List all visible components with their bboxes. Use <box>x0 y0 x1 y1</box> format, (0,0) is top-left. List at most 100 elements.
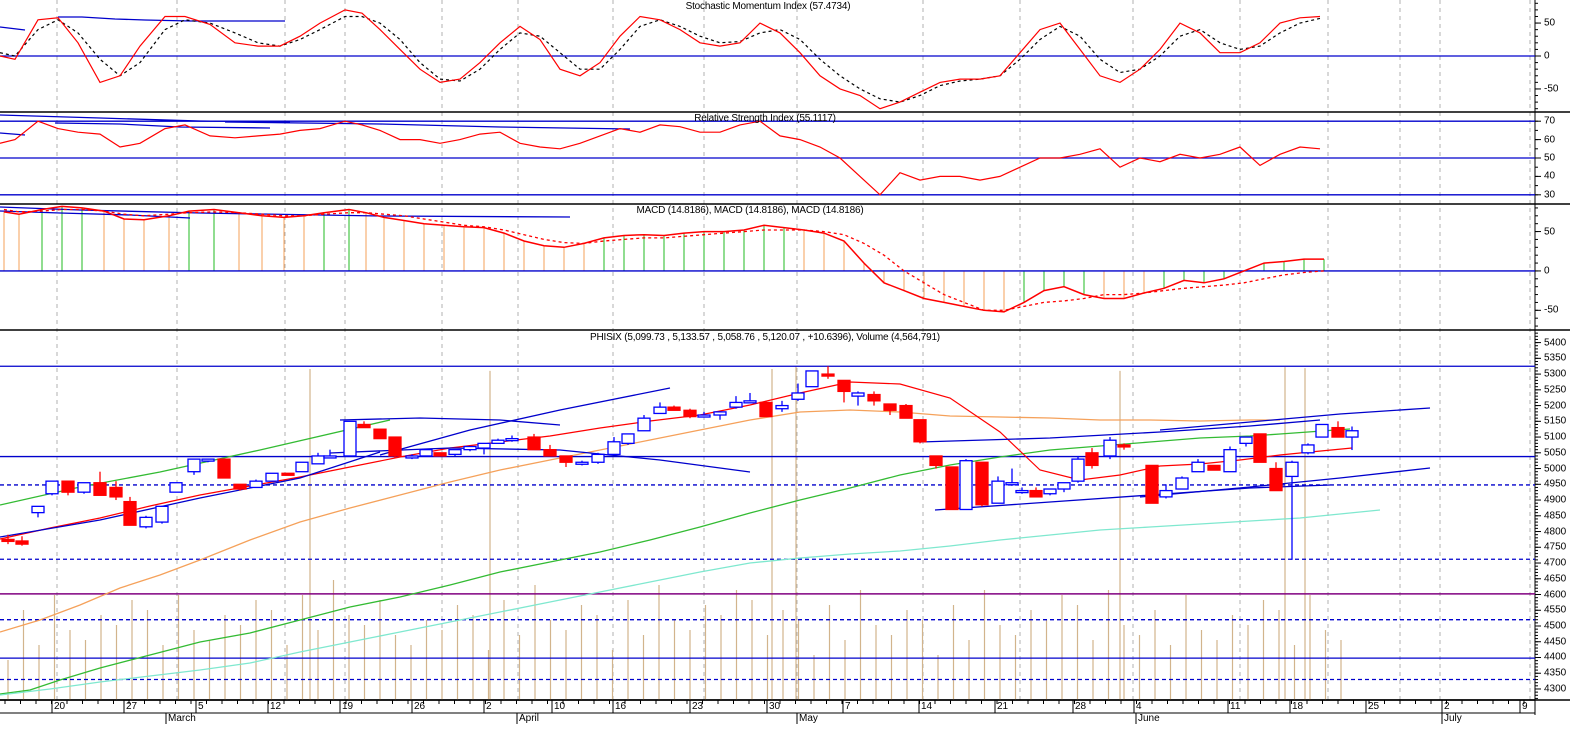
x-month-label: May <box>799 713 818 724</box>
candle-down <box>433 452 447 457</box>
candle-up <box>575 461 589 465</box>
price-y-tick-label: 4450 <box>1544 636 1567 648</box>
candle-up <box>169 482 183 493</box>
x-day-label: 10 <box>554 701 566 712</box>
candle-down <box>1253 433 1267 463</box>
candle-down <box>837 379 851 393</box>
price-y-tick-label: 4900 <box>1544 494 1567 506</box>
price-y-tick-label: 5300 <box>1544 368 1567 380</box>
candle-up <box>1043 488 1057 495</box>
price-y-tick-label: 4950 <box>1544 478 1567 490</box>
price-y-tick-label: 4500 <box>1544 620 1567 632</box>
moving-average-longest <box>0 509 1381 696</box>
candle-up <box>139 516 153 528</box>
candle-down <box>109 486 123 498</box>
trend-line <box>224 121 631 130</box>
candle-up <box>201 458 215 462</box>
price-y-tick-label: 5400 <box>1544 337 1567 349</box>
price-y-tick-label: 5050 <box>1544 447 1567 459</box>
rsi-panel-title: Relative Strength Index (55.1117) <box>694 113 836 124</box>
x-day-label: 14 <box>921 701 933 712</box>
moving-average-mid <box>0 409 1280 633</box>
candle-up <box>1191 461 1205 473</box>
candle-up <box>775 404 789 410</box>
rsi-y-tick-label: 40 <box>1544 170 1556 182</box>
rsi-line <box>0 120 1321 196</box>
x-month-label: March <box>168 713 196 724</box>
candle-down <box>123 500 137 526</box>
candle-up <box>607 441 621 456</box>
candle-down <box>559 455 573 463</box>
x-day-label: 11 <box>1230 701 1241 712</box>
candle-up <box>295 461 309 473</box>
candle-down <box>233 483 247 490</box>
x-day-label: 27 <box>126 701 138 712</box>
x-month-label: July <box>1444 713 1462 724</box>
candle-down <box>667 406 681 411</box>
price-y-tick-label: 4850 <box>1544 510 1567 522</box>
candle-down <box>1 538 15 543</box>
price-y-tick-label: 5150 <box>1544 415 1567 427</box>
candle-up <box>1239 436 1253 445</box>
candle-up <box>311 455 325 465</box>
candle-up <box>729 401 743 408</box>
price-y-tick-label: 4300 <box>1544 683 1567 695</box>
candle-down <box>543 449 557 457</box>
macd-signal-line <box>3 208 1325 311</box>
x-day-label: 20 <box>54 701 66 712</box>
candle-down <box>527 436 541 451</box>
price-y-tick-label: 5250 <box>1544 384 1567 396</box>
rsi-y-tick-label: 30 <box>1544 189 1556 201</box>
trend-line <box>379 387 671 456</box>
x-day-label: 4 <box>1136 701 1142 712</box>
candle-up <box>505 437 519 442</box>
candle-down <box>1269 467 1283 492</box>
rsi-y-tick-label: 50 <box>1544 152 1556 164</box>
candle-up <box>323 455 337 459</box>
trend-line <box>0 451 381 538</box>
candle-up <box>1175 477 1189 490</box>
macd-y-tick-label: 50 <box>1544 226 1556 238</box>
candle-up <box>1071 458 1085 482</box>
candle-down <box>899 404 913 419</box>
price-y-tick-label: 4350 <box>1544 667 1567 679</box>
macd-panel-title: MACD (14.8186), MACD (14.8186), MACD (14… <box>636 205 864 216</box>
trend-line <box>339 417 561 426</box>
candle-down <box>683 409 697 418</box>
candle-up <box>1159 489 1173 498</box>
candle-up <box>1057 482 1071 490</box>
macd-y-tick-label: -50 <box>1544 304 1559 316</box>
x-day-label: 21 <box>997 701 1009 712</box>
candle-down <box>1207 464 1221 471</box>
candle-up <box>713 411 727 416</box>
candle-up <box>405 455 419 459</box>
trend-line <box>1139 467 1431 498</box>
candle-up <box>477 442 491 449</box>
candle-up <box>959 460 973 511</box>
trend-line <box>0 206 571 218</box>
candle-up <box>991 480 1005 504</box>
smi-y-tick-label: -50 <box>1544 83 1559 95</box>
candle-down <box>373 428 387 440</box>
candle-down <box>388 436 402 457</box>
candle-down <box>1085 452 1099 467</box>
candle-down <box>61 480 75 493</box>
candle-up <box>249 480 263 489</box>
price-panel-title: PHISIX (5,099.73 , 5,133.57 , 5,058.76 ,… <box>590 332 940 343</box>
candle-up <box>31 505 45 514</box>
trend-line <box>919 419 1321 443</box>
price-y-tick-label: 4400 <box>1544 651 1567 663</box>
trend-line <box>54 122 271 129</box>
smi-signal-line <box>0 15 1321 103</box>
candle-down <box>93 482 107 496</box>
candle-down <box>1145 464 1159 504</box>
candle-down <box>1029 489 1043 498</box>
candle-up <box>77 482 91 493</box>
candle-down <box>975 461 989 506</box>
candle-up <box>448 449 462 456</box>
candle-up <box>1015 489 1029 494</box>
candle-up <box>805 370 819 388</box>
candle-up <box>1223 449 1237 473</box>
x-day-label: 9 <box>1522 701 1528 712</box>
